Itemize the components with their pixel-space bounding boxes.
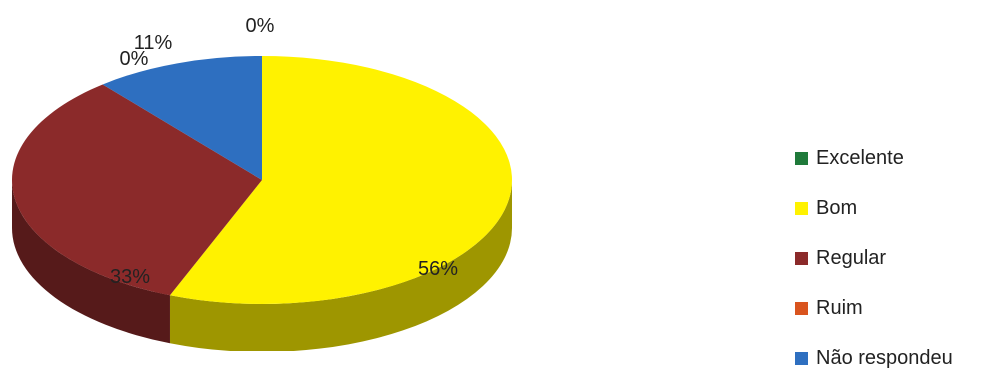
- pie-slice-nao-respondeu: [102, 56, 262, 180]
- data-label-regular: 33%: [110, 266, 150, 288]
- legend-item-bom: Bom: [795, 183, 953, 233]
- legend-item-excelente: Excelente: [795, 133, 953, 183]
- legend-item-ruim: Ruim: [795, 283, 953, 333]
- data-label-nao-respondeu: 11%: [134, 32, 173, 54]
- legend-label: Regular: [816, 246, 887, 269]
- legend-item-regular: Regular: [795, 233, 953, 283]
- legend-swatch: [795, 351, 808, 365]
- legend: Excelente Bom Regular Ruim Não respondeu: [795, 133, 953, 383]
- pie-side-regular: [12, 180, 170, 344]
- legend-item-nao-respondeu: Não respondeu: [795, 333, 953, 383]
- pie-slice-regular: [11, 84, 262, 296]
- legend-swatch: [795, 251, 808, 265]
- legend-swatch: [795, 301, 808, 315]
- legend-label: Bom: [816, 196, 858, 219]
- data-label-excelente: 0%: [246, 15, 275, 37]
- pie-data-labels: 0%56%33%0%11%: [110, 15, 458, 288]
- data-label-bom: 56%: [418, 258, 458, 280]
- pie-slice-bom: [169, 56, 512, 304]
- legend-label: Não respondeu: [816, 346, 953, 369]
- data-label-ruim: 0%: [120, 48, 149, 70]
- legend-swatch: [795, 201, 808, 215]
- pie-tops: [11, 56, 512, 304]
- pie-sides: [12, 180, 512, 351]
- legend-label: Excelente: [816, 146, 904, 169]
- pie-chart: 0%56%33%0%11%: [11, 15, 512, 351]
- legend-label: Ruim: [816, 296, 863, 319]
- legend-swatch: [795, 151, 808, 165]
- pie-side-bom: [169, 180, 512, 351]
